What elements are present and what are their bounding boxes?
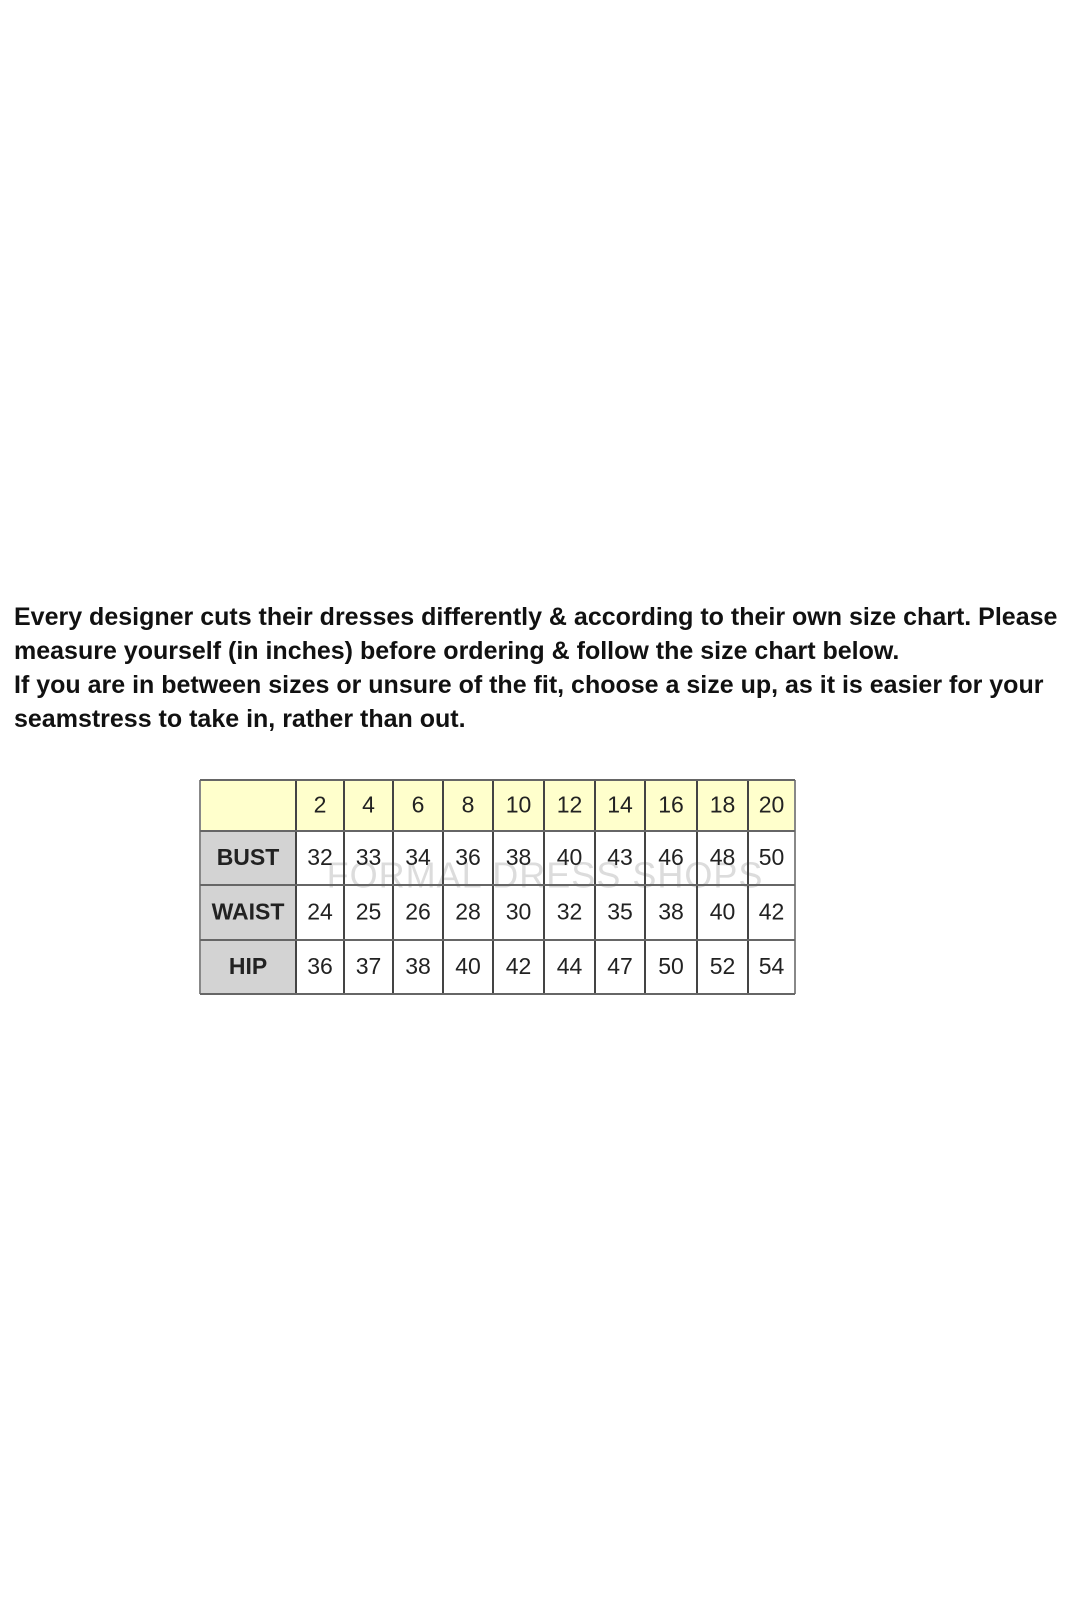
measure-cell: 34	[405, 844, 431, 870]
size-header: 10	[506, 792, 532, 818]
measure-cell: 35	[607, 899, 633, 925]
measure-cell: 42	[506, 953, 532, 979]
size-header: 4	[362, 792, 375, 818]
measure-cell: 46	[658, 844, 684, 870]
paragraph: Every designer cuts their dresses differ…	[14, 603, 1058, 665]
measure-cell: 36	[307, 953, 333, 979]
measure-cell: 40	[710, 899, 736, 925]
measure-cell: 44	[557, 953, 583, 979]
intro-text: Every designer cuts their dresses differ…	[14, 600, 1074, 736]
paragraph: If you are in between sizes or unsure of…	[14, 671, 1044, 733]
measure-cell: 33	[356, 844, 382, 870]
row-label: BUST	[217, 844, 280, 870]
measure-cell: 50	[658, 953, 684, 979]
measure-cell: 26	[405, 899, 431, 925]
measure-cell: 24	[307, 899, 333, 925]
label-col-bg	[200, 831, 296, 994]
size-header: 16	[658, 792, 684, 818]
size-header: 18	[710, 792, 736, 818]
header-row-bg	[200, 780, 795, 831]
row-label: WAIST	[212, 899, 285, 925]
size-header: 8	[462, 792, 475, 818]
measure-cell: 54	[759, 953, 785, 979]
size-header: 14	[607, 792, 633, 818]
measure-cell: 36	[455, 844, 481, 870]
measure-cell: 48	[710, 844, 736, 870]
measure-cell: 52	[710, 953, 736, 979]
measure-cell: 32	[557, 899, 583, 925]
row-label: HIP	[229, 953, 267, 979]
size-header: 12	[557, 792, 583, 818]
size-header: 20	[759, 792, 785, 818]
measure-cell: 40	[557, 844, 583, 870]
measure-cell: 38	[658, 899, 684, 925]
measure-cell: 40	[455, 953, 481, 979]
measure-cell: 43	[607, 844, 633, 870]
measure-cell: 28	[455, 899, 481, 925]
measure-cell: 37	[356, 953, 382, 979]
measure-cell: 38	[405, 953, 431, 979]
measure-cell: 32	[307, 844, 333, 870]
measure-cell: 50	[759, 844, 785, 870]
size-header: 6	[412, 792, 425, 818]
measure-cell: 38	[506, 844, 532, 870]
measure-cell: 42	[759, 899, 785, 925]
measure-cell: 30	[506, 899, 532, 925]
measure-cell: 47	[607, 953, 633, 979]
size-header: 2	[314, 792, 327, 818]
measure-cell: 25	[356, 899, 382, 925]
